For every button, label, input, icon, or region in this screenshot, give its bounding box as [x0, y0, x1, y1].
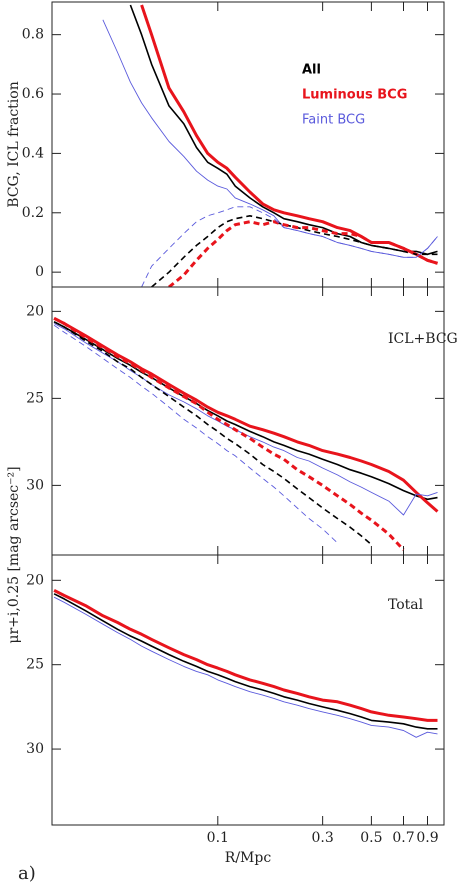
x-tick-label: 0.7: [392, 830, 414, 846]
annotation: ICL+BCG: [388, 331, 458, 347]
x-tick-label: 0.3: [312, 830, 334, 846]
dashed-line: [53, 321, 372, 546]
panel-frame: [51, 554, 445, 826]
x-tick-label: 0.9: [416, 830, 438, 846]
dashed-line: [141, 206, 438, 287]
y-axis-label: BCG, ICL fraction: [6, 81, 22, 207]
panel-label: a): [18, 863, 36, 884]
y-tick-label: 0.2: [22, 205, 44, 221]
dashed-line: [53, 324, 338, 544]
line: [129, 4, 438, 256]
legend-entry: All: [302, 63, 321, 78]
dashed-line: [53, 316, 405, 551]
line: [53, 323, 438, 516]
plot-area: [102, 4, 438, 287]
y-tick-label: 20: [26, 303, 44, 319]
y-axis-label: μr+i,0.25 [mag arcsec⁻²]: [6, 466, 22, 643]
panel-frame: [51, 1, 445, 288]
y-tick-label: 20: [26, 572, 44, 588]
annotation: Total: [388, 597, 424, 613]
line: [140, 4, 438, 265]
plot-area: [53, 316, 439, 551]
legend-entry: Faint BCG: [302, 113, 365, 128]
dashed-line: [168, 220, 438, 287]
line: [53, 589, 438, 722]
line: [53, 593, 438, 730]
y-tick-label: 0.8: [22, 27, 44, 43]
plot-area: [53, 589, 438, 738]
y-tick-label: 30: [26, 741, 44, 757]
y-tick-label: 25: [26, 390, 44, 406]
y-tick-label: 0.4: [22, 145, 44, 161]
x-tick-label: 0.1: [207, 830, 229, 846]
dashed-line: [151, 215, 438, 287]
y-tick-label: 0.6: [22, 86, 44, 102]
y-tick-label: 30: [26, 477, 44, 493]
y-tick-label: 25: [26, 657, 44, 673]
line: [53, 321, 438, 501]
line: [53, 316, 439, 513]
legend-entry: Luminous BCG: [302, 88, 407, 103]
line: [102, 19, 438, 258]
line: [53, 596, 438, 738]
x-tick-label: 0.5: [360, 830, 382, 846]
x-axis-label: R/Mpc: [225, 850, 272, 866]
panel-frame: [51, 286, 445, 556]
y-tick-label: 0: [35, 264, 44, 280]
